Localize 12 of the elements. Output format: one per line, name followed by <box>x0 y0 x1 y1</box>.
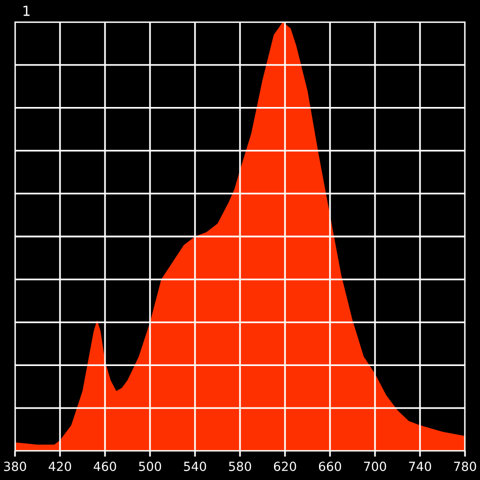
x-tick-label: 460 <box>94 462 116 472</box>
x-tick-label: 580 <box>229 462 252 472</box>
x-tick-label: 420 <box>48 462 72 472</box>
x-tick-label: 620 <box>274 462 296 472</box>
x-tick-label: 780 <box>454 462 476 472</box>
x-tick-label: 380 <box>4 462 26 472</box>
x-tick-label: 500 <box>139 462 162 472</box>
text: 1 <box>24 6 30 16</box>
x-tick-label: 660 <box>318 462 342 472</box>
x-tick-label: 540 <box>184 462 206 472</box>
x-tick-label: 700 <box>364 462 386 472</box>
x-tick-label: 740 <box>409 462 432 472</box>
